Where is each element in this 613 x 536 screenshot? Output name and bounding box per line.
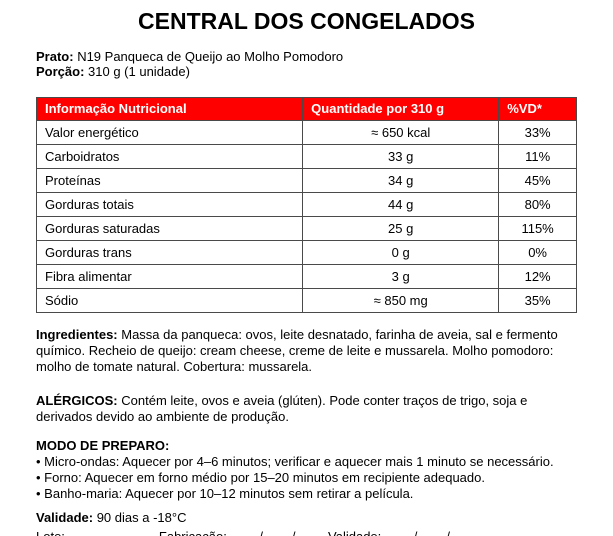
alergicos-paragraph: ALÉRGICOS: Contém leite, ovos e aveia (g… bbox=[36, 393, 577, 425]
prep-item-forno: • Forno: Aquecer em forno médio por 15–2… bbox=[36, 469, 485, 485]
table-row: Valor energético ≈ 650 kcal 33% bbox=[35, 119, 577, 145]
table-row: Proteínas 34 g 45% bbox=[35, 167, 577, 193]
table-row: Carboidratos 33 g 11% bbox=[35, 143, 577, 169]
prep-item-microondas: • Micro-ondas: Aquecer por 4–6 minutos; … bbox=[36, 453, 554, 469]
nutrient-name: Gorduras trans bbox=[35, 239, 304, 265]
porcao-value: 310 g (1 unidade) bbox=[88, 64, 190, 80]
alergicos-text: Contém leite, ovos e aveia (glúten). Pod… bbox=[36, 392, 528, 424]
nutrient-vd: 33% bbox=[498, 119, 577, 145]
nutrient-name: Valor energético bbox=[35, 119, 304, 145]
table-row: Fibra alimentar 3 g 12% bbox=[35, 263, 577, 289]
porcao-line: Porção: 310 g (1 unidade) bbox=[36, 64, 577, 80]
prato-label: Prato: bbox=[36, 48, 74, 64]
nutrient-vd: 80% bbox=[498, 191, 577, 217]
nutrient-name: Fibra alimentar bbox=[35, 263, 304, 289]
nutrient-vd: 11% bbox=[498, 143, 577, 169]
header-vd: %VD* bbox=[498, 96, 577, 121]
header-quantidade: Quantidade por 310 g bbox=[302, 96, 500, 121]
nutrient-name: Proteínas bbox=[35, 167, 304, 193]
nutrient-name: Sódio bbox=[35, 287, 304, 313]
porcao-label: Porção: bbox=[36, 64, 85, 80]
ingredientes-paragraph: Ingredientes: Massa da panqueca: ovos, l… bbox=[36, 327, 577, 375]
validade-line: Validade: 90 dias a -18°C bbox=[36, 510, 577, 526]
nutrient-amount: 0 g bbox=[302, 239, 500, 265]
alergicos-label: ALÉRGICOS: bbox=[36, 392, 118, 408]
table-row: Gorduras saturadas 25 g 115% bbox=[35, 215, 577, 241]
prato-line: Prato: N19 Panqueca de Queijo ao Molho P… bbox=[36, 49, 577, 65]
prato-value: N19 Panqueca de Queijo ao Molho Pomodoro bbox=[77, 48, 344, 64]
modo-de-preparo-list: • Micro-ondas: Aquecer por 4–6 minutos; … bbox=[36, 454, 577, 502]
nutrient-vd: 35% bbox=[498, 287, 577, 313]
nutrient-name: Carboidratos bbox=[35, 143, 304, 169]
ingredientes-text: Massa da panqueca: ovos, leite desnatado… bbox=[36, 326, 558, 374]
nutrient-amount: 44 g bbox=[302, 191, 500, 217]
nutrient-amount: 34 g bbox=[302, 167, 500, 193]
nutrient-amount: ≈ 650 kcal bbox=[302, 119, 500, 145]
document-content: Prato: N19 Panqueca de Queijo ao Molho P… bbox=[35, 49, 577, 536]
nutrient-vd: 0% bbox=[498, 239, 577, 265]
nutrient-name: Gorduras totais bbox=[35, 191, 304, 217]
nutrient-amount: ≈ 850 mg bbox=[302, 287, 500, 313]
header-informacao-nutricional: Informação Nutricional bbox=[35, 96, 304, 121]
footer-clipped-line: Lote: ____________ Fabricação: ____/____… bbox=[36, 529, 577, 536]
page-title: CENTRAL DOS CONGELADOS bbox=[138, 8, 475, 34]
nutrient-vd: 115% bbox=[498, 215, 577, 241]
nutrient-amount: 33 g bbox=[302, 143, 500, 169]
table-row: Gorduras totais 44 g 80% bbox=[35, 191, 577, 217]
validade-label: Validade: bbox=[36, 509, 94, 525]
table-row: Gorduras trans 0 g 0% bbox=[35, 239, 577, 265]
nutrient-vd: 45% bbox=[498, 167, 577, 193]
ingredientes-label: Ingredientes: bbox=[36, 326, 118, 342]
table-row: Sódio ≈ 850 mg 35% bbox=[35, 287, 577, 313]
nutrient-amount: 3 g bbox=[302, 263, 500, 289]
table-header-row: Informação Nutricional Quantidade por 31… bbox=[35, 96, 577, 121]
nutrient-amount: 25 g bbox=[302, 215, 500, 241]
validade-value: 90 dias a -18°C bbox=[96, 509, 187, 525]
nutrition-table: Informação Nutricional Quantidade por 31… bbox=[35, 96, 577, 313]
modo-de-preparo-heading: MODO DE PREPARO: bbox=[36, 437, 170, 453]
nutrient-vd: 12% bbox=[498, 263, 577, 289]
nutrient-name: Gorduras saturadas bbox=[35, 215, 304, 241]
meta-block: Prato: N19 Panqueca de Queijo ao Molho P… bbox=[36, 49, 577, 80]
prep-item-banho-maria: • Banho-maria: Aquecer por 10–12 minutos… bbox=[36, 485, 414, 501]
